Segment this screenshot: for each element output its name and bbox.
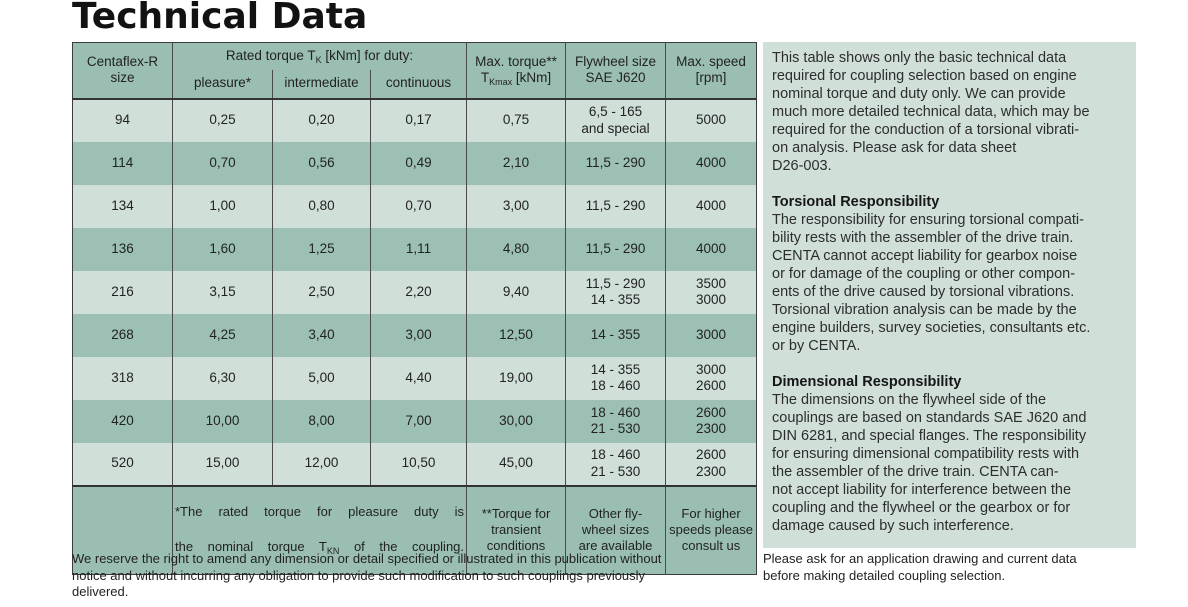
cell-max_torque: 12,50 xyxy=(466,313,567,357)
cell-max_torque: 0,75 xyxy=(466,98,567,142)
cell-size: 134 xyxy=(72,184,173,228)
cell-pleasure: 15,00 xyxy=(172,442,273,486)
header-duty-continuous: continuous xyxy=(370,69,468,99)
cell-size: 318 xyxy=(72,356,173,400)
cell-continuous: 1,11 xyxy=(370,227,468,271)
side-panel: This table shows only the basic technica… xyxy=(763,42,1136,548)
header-size: Centaflex-R size xyxy=(72,42,173,99)
cell-max_torque: 19,00 xyxy=(466,356,567,400)
cell-size: 268 xyxy=(72,313,173,357)
cell-flywheel: 11,5 - 290 xyxy=(565,141,667,185)
dimensional-text: The dimensions on the flywheel side of t… xyxy=(772,392,1087,534)
cell-speed: 3000 2600 xyxy=(665,356,757,400)
dimensional-heading: Dimensional Responsibility xyxy=(772,374,962,390)
cell-intermediate: 12,00 xyxy=(272,442,371,486)
cell-speed: 2600 2300 xyxy=(665,442,757,486)
cell-pleasure: 0,25 xyxy=(172,98,273,142)
cell-size: 216 xyxy=(72,270,173,314)
cell-continuous: 0,70 xyxy=(370,184,468,228)
footnote-right: Please ask for an application drawing an… xyxy=(763,551,1077,583)
table-row: 420 10,00 8,00 7,00 30,00 18 - 460 21 - 530 26… xyxy=(72,399,757,443)
footer-speed-note: For higher speeds please consult us xyxy=(665,485,757,575)
table-row: 134 1,00 0,80 0,70 3,00 11,5 - 290 4000 xyxy=(72,184,757,228)
cell-intermediate: 8,00 xyxy=(272,399,371,443)
table-row: 114 0,70 0,56 0,49 2,10 11,5 - 290 4000 xyxy=(72,141,757,185)
technical-data-table: Centaflex-R size Rated torque TK [kNm] f… xyxy=(72,42,758,575)
cell-intermediate: 5,00 xyxy=(272,356,371,400)
header-max-torque: Max. torque** TKmax [kNm] xyxy=(466,42,567,99)
panel-intro: This table shows only the basic technica… xyxy=(772,50,1090,174)
header-rated-torque: Rated torque TK [kNm] for duty: xyxy=(172,42,468,70)
cell-pleasure: 6,30 xyxy=(172,356,273,400)
cell-speed: 3500 3000 xyxy=(665,270,757,314)
cell-continuous: 4,40 xyxy=(370,356,468,400)
table-row: 136 1,60 1,25 1,11 4,80 11,5 - 290 4000 xyxy=(72,227,757,271)
cell-speed: 3000 xyxy=(665,313,757,357)
cell-speed: 5000 xyxy=(665,98,757,142)
cell-pleasure: 10,00 xyxy=(172,399,273,443)
cell-intermediate: 0,20 xyxy=(272,98,371,142)
footnote-left: We reserve the right to amend any dimens… xyxy=(72,551,662,599)
cell-pleasure: 3,15 xyxy=(172,270,273,314)
footer-empty-cell xyxy=(72,485,173,575)
cell-flywheel: 11,5 - 290 14 - 355 xyxy=(565,270,667,314)
header-flywheel: Flywheel size SAE J620 xyxy=(565,42,667,99)
table-row: 216 3,15 2,50 2,20 9,40 11,5 - 290 14 - 355 35… xyxy=(72,270,757,314)
torsional-text: The responsibility for ensuring torsiona… xyxy=(772,212,1091,354)
cell-size: 136 xyxy=(72,227,173,271)
table-row: 318 6,30 5,00 4,40 19,00 14 - 355 18 - 460 300… xyxy=(72,356,757,400)
cell-flywheel: 14 - 355 xyxy=(565,313,667,357)
cell-continuous: 0,49 xyxy=(370,141,468,185)
cell-continuous: 0,17 xyxy=(370,98,468,142)
cell-intermediate: 3,40 xyxy=(272,313,371,357)
cell-flywheel: 6,5 - 165 and special xyxy=(565,98,667,142)
footer-note-line2: the nominal torque TKN of the coupling. xyxy=(175,539,465,557)
cell-speed: 4000 xyxy=(665,141,757,185)
cell-speed: 4000 xyxy=(665,184,757,228)
cell-intermediate: 0,56 xyxy=(272,141,371,185)
cell-size: 114 xyxy=(72,141,173,185)
cell-pleasure: 1,60 xyxy=(172,227,273,271)
cell-size: 94 xyxy=(72,98,173,142)
table-row: 268 4,25 3,40 3,00 12,50 14 - 355 3000 xyxy=(72,313,757,357)
cell-max_torque: 4,80 xyxy=(466,227,567,271)
header-duty-intermediate: intermediate xyxy=(272,69,371,99)
cell-intermediate: 0,80 xyxy=(272,184,371,228)
footer-torque-note: **Torque for transient conditions xyxy=(466,485,567,575)
cell-continuous: 3,00 xyxy=(370,313,468,357)
footer-flywheel-note: Other fly- wheel sizes are available xyxy=(565,485,667,575)
cell-flywheel: 11,5 - 290 xyxy=(565,184,667,228)
cell-max_torque: 9,40 xyxy=(466,270,567,314)
cell-pleasure: 4,25 xyxy=(172,313,273,357)
cell-continuous: 2,20 xyxy=(370,270,468,314)
cell-intermediate: 1,25 xyxy=(272,227,371,271)
table-row: 520 15,00 12,00 10,50 45,00 18 - 460 21 - 530… xyxy=(72,442,757,486)
table-row: 94 0,25 0,20 0,17 0,75 6,5 - 165 and special 5… xyxy=(72,98,757,142)
cell-max_torque: 2,10 xyxy=(466,141,567,185)
table-body: 94 0,25 0,20 0,17 0,75 6,5 - 165 and special 5… xyxy=(72,98,757,486)
header-speed: Max. speed [rpm] xyxy=(665,42,757,99)
header-duty-pleasure: pleasure* xyxy=(172,69,273,99)
cell-size: 420 xyxy=(72,399,173,443)
cell-max_torque: 45,00 xyxy=(466,442,567,486)
cell-flywheel: 11,5 - 290 xyxy=(565,227,667,271)
page-title: Technical Data xyxy=(72,0,368,37)
cell-max_torque: 3,00 xyxy=(466,184,567,228)
cell-speed: 2600 2300 xyxy=(665,399,757,443)
cell-flywheel: 18 - 460 21 - 530 xyxy=(565,442,667,486)
cell-intermediate: 2,50 xyxy=(272,270,371,314)
cell-speed: 4000 xyxy=(665,227,757,271)
cell-flywheel: 18 - 460 21 - 530 xyxy=(565,399,667,443)
cell-continuous: 7,00 xyxy=(370,399,468,443)
cell-size: 520 xyxy=(72,442,173,486)
cell-flywheel: 14 - 355 18 - 460 xyxy=(565,356,667,400)
cell-continuous: 10,50 xyxy=(370,442,468,486)
footer-rated-torque-note: *The rated torque for pleasure duty is t… xyxy=(172,485,468,575)
cell-max_torque: 30,00 xyxy=(466,399,567,443)
torsional-heading: Torsional Responsibility xyxy=(772,194,940,210)
cell-pleasure: 1,00 xyxy=(172,184,273,228)
cell-pleasure: 0,70 xyxy=(172,141,273,185)
